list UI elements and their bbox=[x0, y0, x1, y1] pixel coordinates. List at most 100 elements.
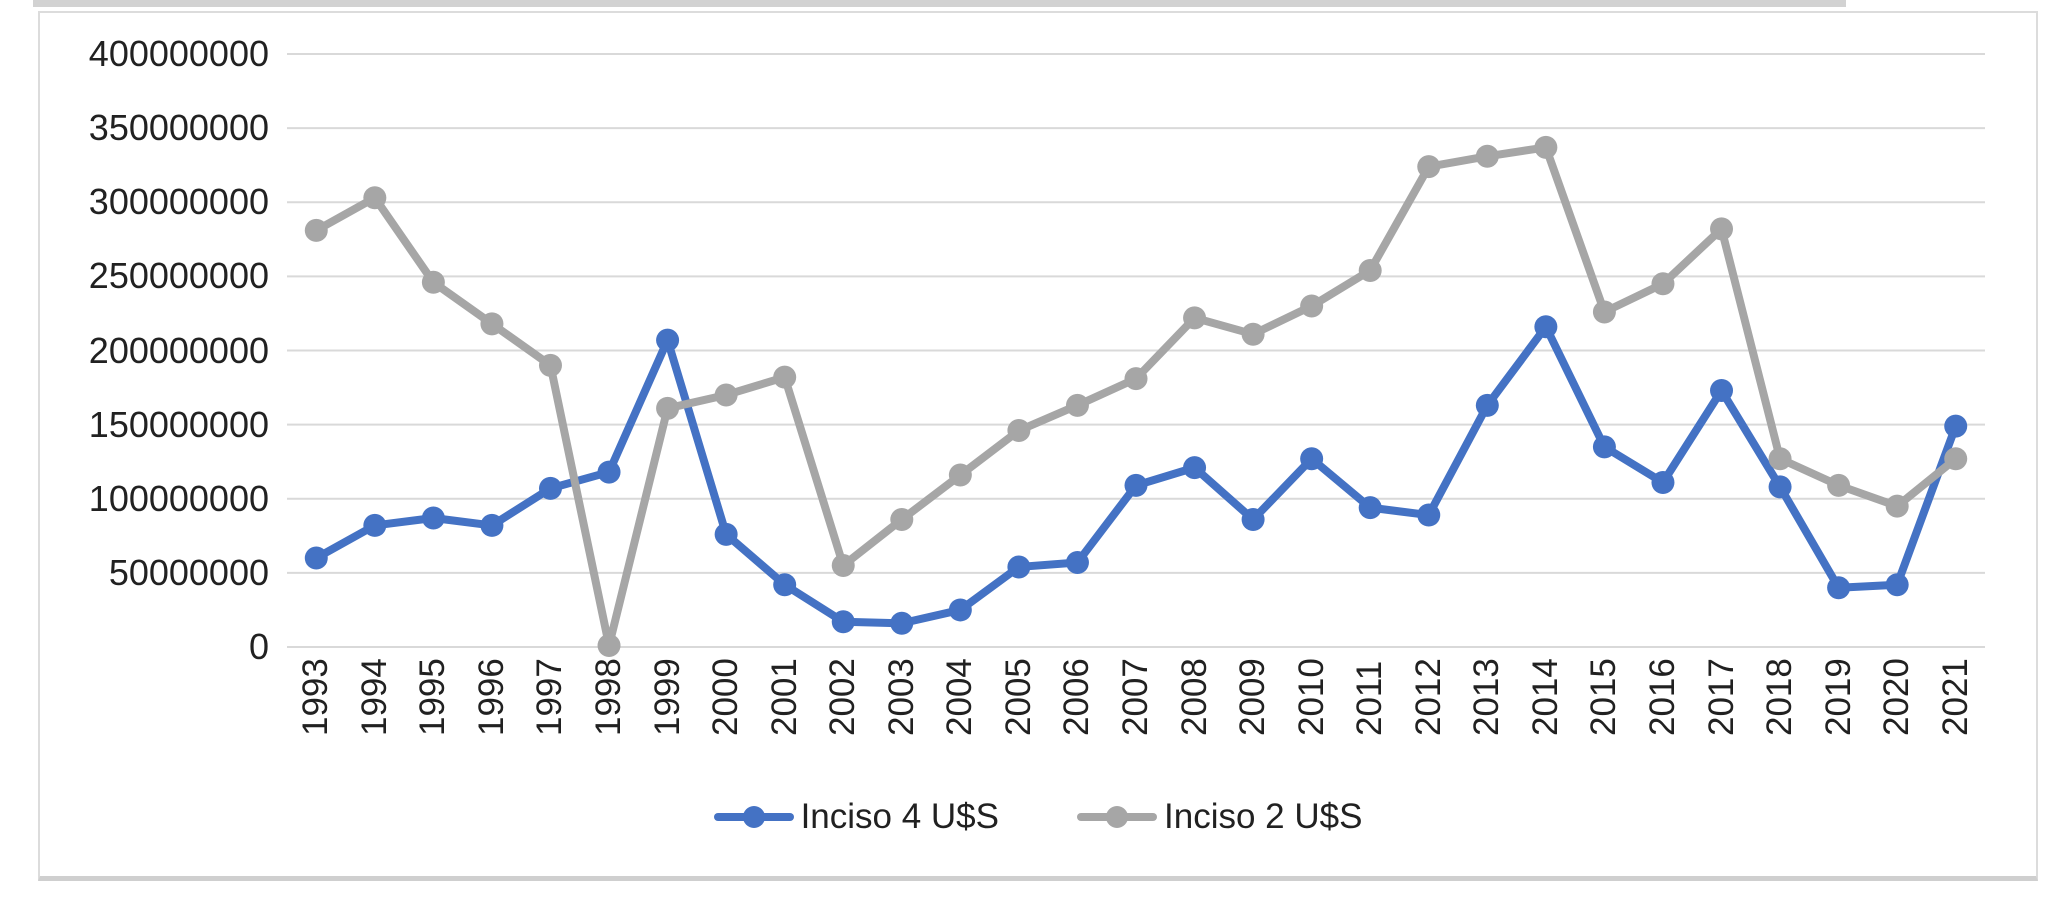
x-axis-tick-label: 2001 bbox=[764, 658, 804, 736]
data-point-marker bbox=[1358, 496, 1382, 520]
data-point-marker bbox=[656, 396, 680, 420]
data-point-marker bbox=[1592, 300, 1616, 324]
data-point-marker bbox=[890, 611, 914, 635]
x-axis-tick-label: 1993 bbox=[296, 658, 336, 736]
series-line-inciso-2 bbox=[312, 143, 1960, 650]
data-point-marker bbox=[1475, 144, 1499, 168]
data-point-marker bbox=[1065, 393, 1089, 417]
x-axis-tick-label: 2006 bbox=[1057, 658, 1097, 736]
y-axis-tick-label: 100000000 bbox=[88, 477, 269, 519]
data-point-marker bbox=[480, 513, 504, 537]
data-point-marker bbox=[948, 463, 972, 487]
data-point-marker bbox=[1124, 473, 1148, 497]
x-axis-tick-label: 2013 bbox=[1467, 658, 1507, 736]
data-point-marker bbox=[597, 634, 621, 658]
x-axis-tick-label: 1996 bbox=[471, 658, 511, 736]
data-point-marker bbox=[1124, 367, 1148, 391]
legend-line-marker-icon bbox=[713, 805, 794, 829]
data-point-marker bbox=[1710, 379, 1734, 403]
y-axis-tick-label: 300000000 bbox=[88, 181, 269, 223]
data-point-marker bbox=[714, 522, 738, 546]
x-axis-tick-label: 2018 bbox=[1760, 658, 1800, 736]
data-point-marker bbox=[538, 476, 562, 500]
data-point-marker bbox=[1300, 447, 1324, 471]
data-point-marker bbox=[1007, 555, 1031, 579]
x-axis-tick-label: 2008 bbox=[1174, 658, 1214, 736]
x-axis-tick-label: 2020 bbox=[1877, 658, 1917, 736]
x-axis-tick-label: 1995 bbox=[413, 658, 453, 736]
y-axis-tick-label: 350000000 bbox=[88, 107, 269, 149]
data-point-marker bbox=[1827, 576, 1851, 600]
legend-label-inciso-4: Inciso 4 U$S bbox=[800, 797, 999, 836]
data-point-marker bbox=[1358, 258, 1382, 282]
data-point-marker bbox=[948, 598, 972, 622]
data-point-marker bbox=[304, 546, 328, 570]
x-axis-tick-label: 2021 bbox=[1935, 658, 1975, 736]
data-point-marker bbox=[304, 218, 328, 242]
x-axis-tick-label: 2019 bbox=[1818, 658, 1858, 736]
legend-item-inciso-2[interactable]: Inciso 2 U$S bbox=[1077, 797, 1362, 837]
x-axis-tick-label: 2014 bbox=[1525, 658, 1565, 736]
data-point-marker bbox=[1475, 393, 1499, 417]
x-axis-tick-label: 2007 bbox=[1116, 658, 1155, 736]
y-axis-tick-label: 200000000 bbox=[88, 329, 269, 371]
data-point-marker bbox=[1241, 322, 1265, 346]
data-point-marker bbox=[773, 573, 797, 597]
data-point-marker bbox=[1710, 217, 1734, 241]
data-point-marker bbox=[1065, 550, 1089, 574]
y-axis-tick-label: 250000000 bbox=[88, 255, 269, 297]
x-axis-tick-label: 2005 bbox=[998, 658, 1038, 736]
data-point-marker bbox=[1534, 135, 1558, 159]
data-point-marker bbox=[831, 610, 855, 634]
x-axis-tick-label: 2009 bbox=[1233, 658, 1273, 736]
data-point-marker bbox=[1417, 155, 1441, 179]
x-axis-tick-label: 2011 bbox=[1350, 660, 1390, 736]
data-point-marker bbox=[1651, 470, 1675, 494]
y-axis-tick-label: 400000000 bbox=[88, 33, 269, 74]
x-axis-tick-label: 2004 bbox=[940, 658, 980, 736]
data-point-marker bbox=[538, 353, 562, 377]
data-point-marker bbox=[890, 508, 914, 532]
data-point-marker bbox=[1241, 508, 1265, 532]
data-point-marker bbox=[1768, 475, 1792, 499]
x-axis-tick-label: 2000 bbox=[706, 658, 746, 736]
chart-container[interactable]: 400000000 350000000 300000000 250000000 2000… bbox=[38, 11, 2038, 881]
data-point-marker bbox=[1651, 272, 1675, 296]
data-point-marker bbox=[421, 270, 445, 294]
x-axis-tick-label: 2016 bbox=[1642, 658, 1682, 736]
chart-plot-area bbox=[287, 53, 1985, 658]
data-point-marker bbox=[831, 553, 855, 577]
data-point-marker bbox=[421, 506, 445, 530]
x-axis-tick-label: 1999 bbox=[647, 658, 687, 736]
legend-line-marker-icon bbox=[1077, 805, 1157, 829]
data-point-marker bbox=[1300, 294, 1324, 318]
data-point-marker bbox=[1768, 447, 1792, 471]
x-axis-tick-label: 2015 bbox=[1584, 658, 1624, 736]
data-point-marker bbox=[1885, 573, 1909, 597]
page-top-divider bbox=[33, 0, 1846, 7]
data-point-marker bbox=[1944, 414, 1968, 438]
data-point-marker bbox=[1944, 447, 1968, 471]
legend-item-inciso-4[interactable]: Inciso 4 U$S bbox=[713, 797, 999, 837]
data-point-marker bbox=[1417, 503, 1441, 527]
data-point-marker bbox=[714, 383, 738, 407]
data-point-marker bbox=[1592, 435, 1616, 459]
x-axis-tick-label: 2012 bbox=[1408, 658, 1448, 736]
data-point-marker bbox=[597, 460, 621, 484]
data-point-marker bbox=[656, 328, 680, 352]
data-point-marker bbox=[773, 365, 797, 389]
x-axis-tick-label: 1997 bbox=[530, 658, 570, 736]
chart-legend: Inciso 4 U$S Inciso 2 U$S bbox=[40, 797, 2036, 837]
y-axis-tick-label: 150000000 bbox=[88, 403, 269, 445]
data-point-marker bbox=[1827, 473, 1851, 497]
x-axis-tick-label: 1998 bbox=[589, 658, 629, 736]
y-axis-tick-label: 0 bbox=[248, 626, 269, 667]
x-axis-tick-label: 2017 bbox=[1701, 658, 1741, 736]
data-point-marker bbox=[1534, 315, 1558, 339]
data-point-marker bbox=[1183, 306, 1207, 330]
data-point-marker bbox=[363, 513, 387, 537]
data-point-marker bbox=[1183, 456, 1207, 480]
x-axis-tick-label: 2010 bbox=[1291, 658, 1331, 736]
data-point-marker bbox=[480, 312, 504, 336]
legend-label-inciso-2: Inciso 2 U$S bbox=[1164, 797, 1363, 836]
